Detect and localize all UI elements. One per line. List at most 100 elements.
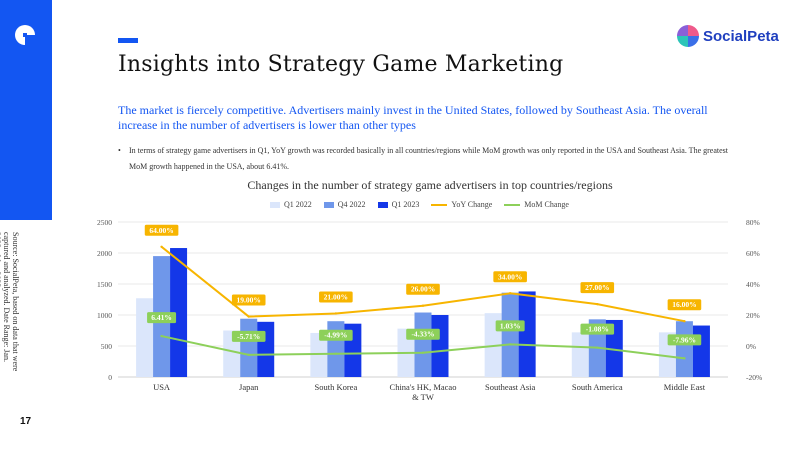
bar bbox=[414, 312, 432, 377]
legend-item: Q4 2022 bbox=[323, 200, 366, 209]
bar bbox=[571, 332, 589, 377]
data-label-box bbox=[667, 299, 702, 311]
line-point bbox=[334, 352, 338, 355]
brand-logo: SocialPeta bbox=[676, 23, 779, 49]
x-tick-label: South America bbox=[572, 382, 623, 392]
legend-swatch bbox=[377, 201, 388, 208]
legend-item: Q1 2022 bbox=[270, 200, 312, 209]
line-point bbox=[421, 304, 425, 307]
socialpeta-logo-icon bbox=[677, 25, 699, 47]
legend-item: YoY Change bbox=[431, 200, 492, 209]
title-accent-bar bbox=[118, 38, 138, 43]
data-label-box bbox=[231, 294, 266, 306]
legend-label: Q1 2023 bbox=[391, 200, 420, 209]
data-label: 6.41% bbox=[151, 313, 172, 322]
line-point bbox=[683, 357, 686, 360]
y-tick-label-left: 1500 bbox=[97, 280, 112, 289]
line-point bbox=[421, 351, 425, 354]
chart-title: Changes in the number of strategy game a… bbox=[247, 178, 613, 192]
bar bbox=[170, 248, 188, 377]
legend-label: MoM Change bbox=[524, 200, 569, 209]
line-point bbox=[160, 245, 163, 248]
data-label-box bbox=[495, 320, 525, 332]
bar bbox=[310, 332, 328, 377]
line-point bbox=[596, 346, 599, 349]
legend-item: MoM Change bbox=[504, 200, 569, 209]
data-label: -4.99% bbox=[324, 331, 347, 340]
line-point bbox=[683, 320, 686, 323]
data-label: -1.08% bbox=[586, 325, 609, 334]
data-label-box bbox=[319, 291, 353, 303]
data-label: -4.33% bbox=[411, 330, 434, 339]
data-label: 26.00% bbox=[411, 285, 435, 294]
data-label: 1.03% bbox=[500, 321, 521, 330]
bar bbox=[223, 330, 241, 377]
bar bbox=[501, 292, 519, 377]
page-title: Insights into Strategy Game Marketing bbox=[118, 52, 564, 77]
legend-swatch bbox=[323, 201, 334, 208]
data-label: 27.00% bbox=[585, 283, 609, 292]
x-tick-label: & TW bbox=[412, 392, 434, 402]
x-tick-label: China's HK, Macao bbox=[390, 382, 457, 392]
y-tick-label-left: 1000 bbox=[97, 311, 112, 320]
y-tick-label-left: 0 bbox=[108, 373, 112, 382]
line-point bbox=[160, 334, 163, 338]
line-point bbox=[508, 292, 512, 295]
data-label-box bbox=[144, 224, 179, 236]
legend-item: Q1 2023 bbox=[377, 200, 420, 209]
legend-label: Q4 2022 bbox=[337, 200, 366, 209]
x-tick-label: Japan bbox=[239, 382, 259, 392]
y-tick-label-right: 40% bbox=[746, 280, 760, 289]
y-tick-label-right: -20% bbox=[746, 373, 762, 382]
brand-mark-icon bbox=[15, 25, 35, 45]
y-tick-label-right: 60% bbox=[746, 249, 760, 258]
bar bbox=[431, 315, 449, 377]
line-point bbox=[596, 302, 599, 306]
bar bbox=[518, 291, 536, 377]
data-label-box bbox=[580, 323, 615, 335]
y-tick-label-right: 0% bbox=[746, 342, 756, 351]
page-subtitle: The market is fiercely competitive. Adve… bbox=[118, 103, 708, 132]
brand-name: SocialPeta bbox=[703, 27, 779, 45]
y-tick-label-right: 20% bbox=[746, 311, 760, 320]
legend-label: YoY Change bbox=[451, 200, 493, 209]
page-number: 17 bbox=[20, 416, 32, 427]
data-label: 16.00% bbox=[672, 300, 696, 309]
x-tick-label: USA bbox=[153, 382, 171, 392]
insight-text: In terms of strategy game advertisers in… bbox=[129, 146, 728, 171]
chart-legend: Q1 2022 Q4 2022 Q1 2023 YoY Change MoM C… bbox=[270, 200, 569, 209]
x-tick-label: Southeast Asia bbox=[485, 382, 536, 392]
data-label: 21.00% bbox=[324, 292, 348, 301]
legend-swatch bbox=[504, 203, 521, 206]
data-label-box bbox=[667, 334, 702, 346]
bar bbox=[136, 298, 154, 377]
sidebar-accent bbox=[0, 0, 52, 220]
y-tick-label-left: 2000 bbox=[97, 249, 112, 258]
legend-label: Q1 2022 bbox=[284, 200, 312, 209]
data-label-box bbox=[231, 330, 266, 342]
line-point bbox=[247, 353, 250, 357]
line-point bbox=[334, 312, 338, 315]
data-label-box bbox=[406, 328, 440, 340]
data-label: 64.00% bbox=[149, 226, 173, 235]
y-tick-label-left: 500 bbox=[101, 342, 113, 351]
bullet-dot: • bbox=[118, 146, 121, 155]
line-point bbox=[247, 315, 250, 318]
legend-swatch bbox=[431, 203, 448, 206]
bar bbox=[675, 321, 693, 377]
sidebar: Source: SocialPeta, based on data that w… bbox=[0, 0, 52, 450]
data-label: 19.00% bbox=[237, 296, 261, 305]
y-tick-label-right: 80% bbox=[746, 218, 760, 227]
data-label-box bbox=[319, 329, 353, 341]
legend-swatch bbox=[270, 201, 280, 208]
insight-bullet: • In terms of strategy game advertisers … bbox=[118, 143, 728, 175]
bar bbox=[257, 321, 275, 377]
data-label: 34.00% bbox=[498, 272, 522, 281]
data-label-box bbox=[147, 312, 177, 324]
bar bbox=[240, 318, 258, 377]
bar bbox=[327, 321, 345, 377]
data-label-box bbox=[580, 282, 615, 294]
data-label-box bbox=[493, 271, 527, 283]
y-tick-label-left: 2500 bbox=[97, 218, 112, 227]
